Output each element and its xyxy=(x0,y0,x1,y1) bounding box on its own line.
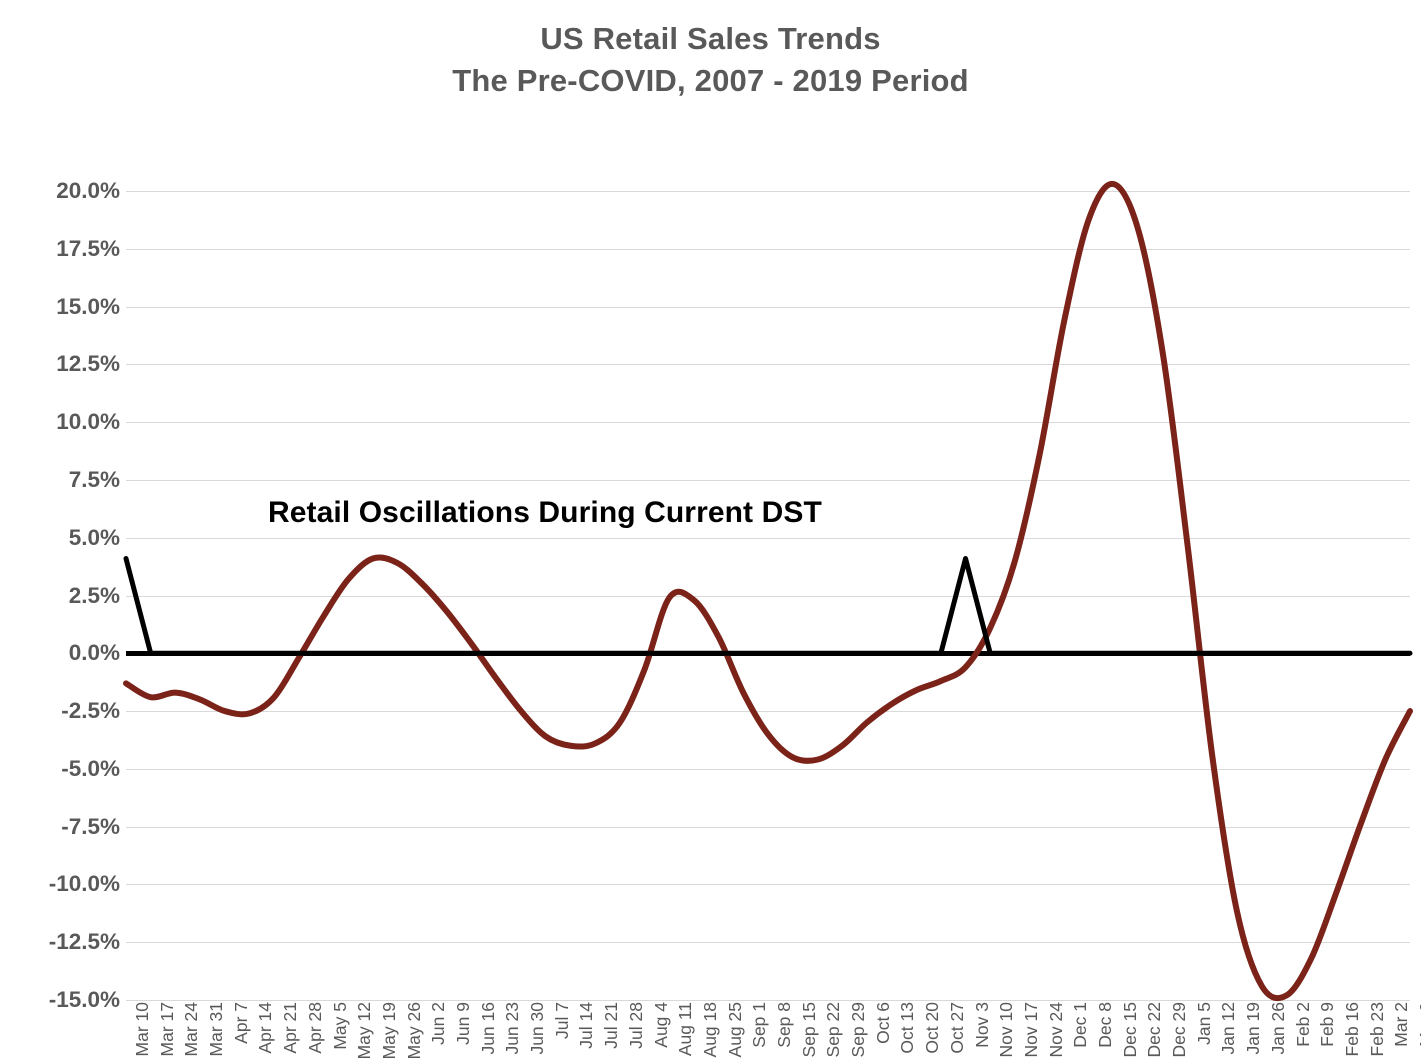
gridline xyxy=(126,884,1410,886)
annotation-label: Retail Oscillations During Current DST xyxy=(268,496,822,529)
x-axis-tick-label: Jul 28 xyxy=(625,1002,646,1049)
x-axis-tick-label: Feb 9 xyxy=(1317,1002,1338,1047)
gridline xyxy=(126,191,1410,192)
gridline xyxy=(126,1000,1410,1001)
x-axis-tick-label: May 5 xyxy=(329,1002,350,1050)
x-axis-tick-label: Apr 7 xyxy=(230,1002,251,1044)
y-axis-tick-label: 2.5% xyxy=(68,582,120,608)
x-axis-tick-label: Aug 4 xyxy=(650,1002,671,1048)
gridline xyxy=(126,768,1410,770)
y-axis-tick-label: -5.0% xyxy=(61,755,120,781)
x-axis-tick-label: Aug 18 xyxy=(699,1002,720,1058)
x-axis-tick-label: Aug 25 xyxy=(724,1002,745,1058)
x-axis-tick-label: Mar 31 xyxy=(206,1002,227,1057)
x-axis-tick-label: Sep 1 xyxy=(749,1002,770,1048)
x-axis-tick-label: Mar 24 xyxy=(181,1002,202,1057)
x-axis-tick-label: Mar 17 xyxy=(156,1002,177,1057)
dst-marker-line xyxy=(123,556,1413,656)
x-axis-tick-label: Jan 12 xyxy=(1218,1002,1239,1055)
y-axis-tick-label: 7.5% xyxy=(68,466,120,492)
gridline xyxy=(126,826,1410,828)
chart-title-line-1: US Retail Sales Trends xyxy=(540,21,881,56)
y-axis-tick-label: -10.0% xyxy=(48,871,120,897)
x-axis-tick-label: Jun 16 xyxy=(477,1002,498,1055)
gridline xyxy=(126,479,1410,481)
x-axis-tick-label: Oct 20 xyxy=(922,1002,943,1054)
x-axis-tick-label: Mar 2 xyxy=(1391,1002,1412,1047)
series-layer xyxy=(123,181,1413,1002)
x-axis-tick-label: Dec 22 xyxy=(1144,1002,1165,1058)
y-axis-tick-label: 0.0% xyxy=(68,640,120,666)
x-axis-tick-label: Nov 17 xyxy=(1020,1002,1041,1058)
x-axis-tick-label: May 19 xyxy=(378,1002,399,1059)
x-axis-tick-label: Feb 23 xyxy=(1366,1002,1387,1057)
y-axis-tick-label: 15.0% xyxy=(56,293,120,319)
x-axis-tick-label: Sep 8 xyxy=(774,1002,794,1048)
x-axis-tick-label: Dec 15 xyxy=(1119,1002,1140,1058)
x-axis-tick-label: Nov 10 xyxy=(996,1002,1017,1058)
x-axis-tick-label: Jan 26 xyxy=(1267,1002,1288,1055)
x-axis-tick-label: Nov 24 xyxy=(1045,1002,1066,1058)
x-axis-tick-label: Feb 2 xyxy=(1292,1002,1313,1047)
gridline xyxy=(126,942,1410,944)
plot-area xyxy=(123,181,1413,1002)
y-axis: 20.0% 17.5% 15.0% 12.5% 10.0% 7.5% 5.0% 2.5% 0.0… xyxy=(0,0,120,1032)
x-axis-tick-label: Jun 9 xyxy=(453,1002,473,1045)
x-axis-tick-label: Aug 11 xyxy=(675,1002,696,1057)
x-axis-tick-label: Sep 29 xyxy=(848,1002,869,1058)
x-axis-tick-label: May 26 xyxy=(403,1002,424,1059)
x-axis-tick-label: Apr 28 xyxy=(304,1002,325,1054)
x-axis-tick-label: Sep 15 xyxy=(798,1002,819,1058)
x-axis-tick-label: May 12 xyxy=(354,1002,375,1059)
x-axis-tick-label: Feb 16 xyxy=(1341,1002,1362,1057)
x-axis-tick-label: Apr 14 xyxy=(255,1002,276,1054)
x-axis-tick-label: Jan 19 xyxy=(1243,1002,1264,1055)
y-axis-tick-label: -7.5% xyxy=(61,813,120,839)
x-axis-tick-label: Jul 7 xyxy=(551,1002,572,1039)
y-axis-tick-label: 17.5% xyxy=(56,235,120,261)
gridline xyxy=(126,711,1410,713)
x-axis-tick-label: Mar 10 xyxy=(132,1002,152,1057)
y-axis-tick-label: -15.0% xyxy=(48,987,120,1012)
x-axis-tick-label: Jan 5 xyxy=(1193,1002,1214,1045)
gridline xyxy=(126,364,1410,366)
x-axis-tick-label: Dec 8 xyxy=(1095,1002,1115,1048)
x-axis-tick-label: Oct 27 xyxy=(946,1002,967,1054)
gridline xyxy=(126,595,1410,597)
x-axis-tick-label: Dec 29 xyxy=(1169,1002,1190,1058)
x-axis-tick-label: Jun 23 xyxy=(502,1002,523,1055)
chart-title: US Retail Sales Trends The Pre-COVID, 20… xyxy=(0,18,1421,103)
x-axis-tick-label: Oct 6 xyxy=(872,1002,893,1044)
y-axis-tick-label: -2.5% xyxy=(61,698,120,724)
x-axis-tick-label: Nov 3 xyxy=(971,1002,992,1048)
x-axis-tick-label: Apr 21 xyxy=(280,1002,301,1054)
x-axis-tick-label: Jun 30 xyxy=(527,1002,548,1055)
y-axis-tick-label: 10.0% xyxy=(56,409,120,435)
gridline xyxy=(126,537,1410,539)
retail-sales-line xyxy=(123,181,1413,1002)
gridline xyxy=(126,306,1410,308)
x-axis-tick-label: Oct 13 xyxy=(897,1002,918,1054)
gridline xyxy=(126,248,1410,250)
chart-title-line-2: The Pre-COVID, 2007 - 2019 Period xyxy=(452,63,969,99)
y-axis-tick-label: 5.0% xyxy=(68,524,120,550)
x-axis-tick-label: Dec 1 xyxy=(1070,1002,1091,1048)
x-axis-tick-label: Mar 9 xyxy=(1416,1002,1421,1047)
y-axis-tick-label: 20.0% xyxy=(56,178,120,203)
x-axis: Mar 10 Mar 17 Mar 24 Mar 31 Apr 7 Apr 14 Apr 2… xyxy=(126,1002,1421,1059)
y-axis-tick-label: 12.5% xyxy=(56,351,120,377)
gridline xyxy=(126,422,1410,424)
x-axis-tick-label: Jun 2 xyxy=(428,1002,449,1045)
x-axis-tick-label: Jul 21 xyxy=(601,1002,622,1049)
y-axis-tick-label: -12.5% xyxy=(48,929,120,955)
x-axis-tick-label: Sep 22 xyxy=(823,1002,844,1058)
x-axis-tick-label: Jul 14 xyxy=(576,1002,597,1049)
